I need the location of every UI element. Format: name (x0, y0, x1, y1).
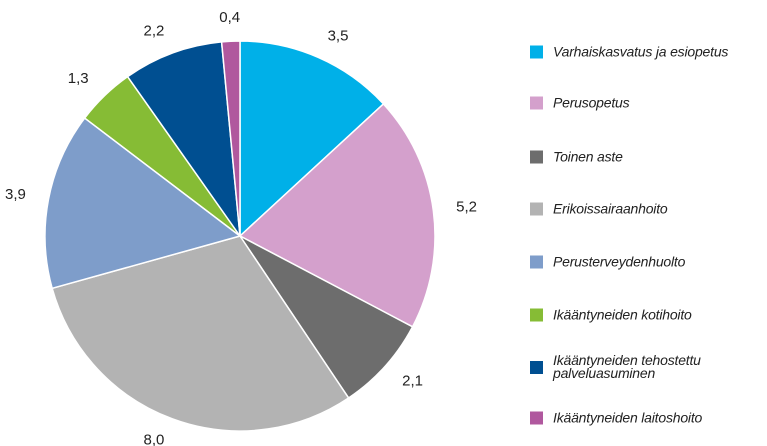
legend-label: Toinen aste (553, 148, 623, 165)
data-label: 5,2 (456, 199, 477, 216)
legend-item: Ikääntyneiden tehostettu palveluasuminen (530, 352, 760, 381)
legend-item: Erikoissairaanhoito (530, 200, 760, 217)
data-label: 0,4 (219, 9, 240, 26)
legend-swatch (530, 308, 543, 322)
data-label: 2,1 (402, 373, 423, 390)
legend-swatch (530, 360, 543, 374)
legend-swatch (530, 202, 543, 216)
pie-slice (238, 102, 436, 328)
legend-label: Erikoissairaanhoito (553, 200, 668, 217)
legend-swatch (530, 411, 543, 425)
legend-swatch (530, 150, 543, 164)
pie-slice (220, 40, 241, 237)
legend-item: Ikääntyneiden laitoshoito (530, 409, 760, 426)
legend-swatch (530, 255, 543, 269)
legend-item: Perusopetus (530, 94, 760, 111)
legend-item: Varhaiskasvatus ja esiopetus (530, 43, 760, 60)
data-label: 3,9 (5, 186, 26, 203)
legend-item: Toinen aste (530, 148, 760, 165)
legend-swatch (530, 96, 543, 110)
legend-swatch (530, 45, 543, 59)
legend-item: Perusterveydenhuolto (530, 253, 760, 270)
data-label: 1,3 (68, 70, 89, 87)
pie-slice (239, 235, 414, 400)
pie-slice (239, 40, 385, 238)
legend-item: Ikääntyneiden kotihoito (530, 306, 760, 323)
legend-label: Perusopetus (553, 94, 630, 111)
legend-label: Varhaiskasvatus ja esiopetus (553, 43, 729, 60)
data-label: 3,5 (328, 27, 349, 44)
pie-slice (51, 235, 350, 432)
data-label: 2,2 (144, 23, 165, 40)
data-label: 8,0 (144, 431, 165, 446)
pie-slice (126, 41, 242, 239)
legend-label: Ikääntyneiden kotihoito (553, 306, 692, 323)
legend-label: Ikääntyneiden tehostettu palveluasuminen (553, 352, 701, 381)
pie-slice (44, 117, 242, 290)
legend-label: Ikääntyneiden laitoshoito (553, 409, 703, 426)
legend-label: Perusterveydenhuolto (553, 253, 686, 270)
